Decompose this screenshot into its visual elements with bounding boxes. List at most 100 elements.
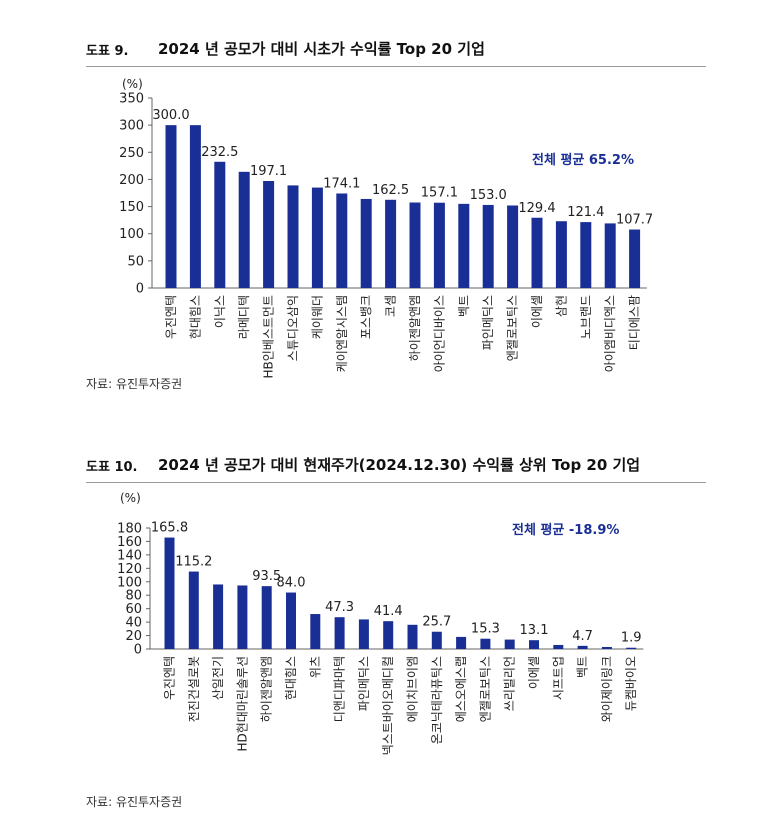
data-label: 41.4 xyxy=(374,604,403,619)
x-tick-label: 삼현 xyxy=(554,295,568,317)
data-label: 84.0 xyxy=(277,576,306,591)
y-tick-label: 120 xyxy=(117,562,142,577)
data-label: 121.4 xyxy=(567,205,604,220)
bar xyxy=(580,222,592,288)
figure-number: 도표 10. xyxy=(86,460,138,475)
bar xyxy=(214,161,226,288)
bar xyxy=(261,586,272,649)
x-tick-label: 디앤디파마텍 xyxy=(333,656,347,722)
bar xyxy=(310,614,321,649)
x-tick-label: 쓰리빌리언 xyxy=(503,656,517,711)
figure-number: 도표 9. xyxy=(86,44,129,59)
y-tick-label: 300 xyxy=(119,119,144,134)
x-tick-label: 전진건설로봇 xyxy=(187,656,201,722)
bar xyxy=(433,202,445,288)
x-tick-label: 산일전기 xyxy=(211,656,225,700)
figure-9: 도표 9. 2024 년 공모가 대비 시초가 수익률 Top 20 기업 (%… xyxy=(0,36,773,396)
bar xyxy=(383,621,394,649)
x-tick-label: 이에셀 xyxy=(530,295,544,328)
bar xyxy=(531,217,543,288)
bar xyxy=(334,617,345,649)
bar xyxy=(385,199,397,288)
bar xyxy=(165,125,177,288)
y-axis-unit: (%) xyxy=(122,77,143,91)
bar xyxy=(287,185,299,288)
data-label: 153.0 xyxy=(470,188,507,203)
bar xyxy=(629,229,641,288)
x-tick-label: 파인메딕스 xyxy=(357,656,371,711)
bar xyxy=(507,205,519,288)
bar xyxy=(626,647,637,649)
bar xyxy=(529,640,539,649)
x-tick-label: 하이젠알앤엠 xyxy=(408,295,422,361)
y-tick-label: 0 xyxy=(136,282,144,297)
data-label: 25.7 xyxy=(422,615,451,630)
bar xyxy=(286,592,296,649)
y-tick-label: 100 xyxy=(119,227,144,242)
y-tick-label: 40 xyxy=(125,616,142,631)
x-tick-label: 에스오에스랩 xyxy=(454,656,468,722)
y-tick-label: 140 xyxy=(117,548,142,563)
bar xyxy=(213,584,224,649)
bar xyxy=(189,125,201,288)
bar xyxy=(409,202,421,288)
data-label: 129.4 xyxy=(518,201,555,216)
x-tick-label: 케이웨더 xyxy=(310,295,324,339)
bar xyxy=(604,223,616,288)
x-tick-label: 듀켐바이오 xyxy=(624,656,638,711)
data-label: 300.0 xyxy=(152,108,189,123)
x-tick-label: 현대힘스 xyxy=(284,656,298,700)
x-tick-label: 케이엔알시스템 xyxy=(335,295,349,372)
x-tick-label: 현대힘스 xyxy=(188,295,202,339)
x-tick-label: 포스뱅크 xyxy=(359,295,373,339)
bar xyxy=(480,638,491,649)
x-tick-label: 코셈 xyxy=(384,295,398,317)
bar xyxy=(504,639,515,649)
bar xyxy=(553,644,564,649)
data-label: 4.7 xyxy=(572,629,593,644)
data-label: 115.2 xyxy=(175,555,212,570)
bar xyxy=(263,181,275,288)
bar xyxy=(458,203,470,288)
data-label: 232.5 xyxy=(201,145,238,160)
y-tick-label: 160 xyxy=(117,535,142,550)
y-tick-label: 200 xyxy=(119,173,144,188)
chart-ipo-open-return: (%) 0 50 100 150 200 250 300 350 300.0 우진엔텍 현대힘스 232… xyxy=(119,77,653,379)
x-tick-label: 스튜디오삼익 xyxy=(286,295,300,361)
y-tick-label: 20 xyxy=(125,629,142,644)
x-tick-label: 엔젤로보틱스 xyxy=(478,656,492,722)
bar xyxy=(407,624,418,649)
x-tick-label: 와이제이링크 xyxy=(600,656,614,722)
x-tick-label: 라메디텍 xyxy=(237,295,251,339)
x-tick-label: 에이치브이엠 xyxy=(406,656,420,722)
y-tick-label: 50 xyxy=(127,254,144,269)
data-label: 15.3 xyxy=(471,622,500,637)
data-label: 93.5 xyxy=(252,569,281,584)
y-tick-label: 0 xyxy=(134,643,142,658)
bar xyxy=(336,193,348,288)
data-label: 162.5 xyxy=(372,183,409,198)
x-tick-label: 벡트 xyxy=(457,295,471,317)
figure-title: 2024 년 공모가 대비 시초가 수익률 Top 20 기업 xyxy=(158,40,485,58)
x-tick-label: 이에셀 xyxy=(527,656,541,689)
figure-title: 2024 년 공모가 대비 현재주가(2024.12.30) 수익률 상위 To… xyxy=(158,456,641,474)
data-label: 197.1 xyxy=(250,164,287,179)
x-tick-label: HB인베스트먼트 xyxy=(262,295,276,379)
y-tick-label: 180 xyxy=(117,522,142,537)
data-label: 13.1 xyxy=(520,623,549,638)
x-tick-label: 벡트 xyxy=(576,656,590,678)
data-label: 157.1 xyxy=(421,186,458,201)
data-label: 47.3 xyxy=(325,600,354,615)
x-tick-label: 우진엔텍 xyxy=(164,295,178,339)
x-tick-label: 노브랜드 xyxy=(579,295,593,339)
data-label: 174.1 xyxy=(323,176,360,191)
x-tick-label: 우진엔텍 xyxy=(163,656,177,700)
x-tick-label: 티디에스팜 xyxy=(628,295,642,350)
x-tick-label: 온코닉테라퓨틱스 xyxy=(430,656,444,744)
data-label: 107.7 xyxy=(616,213,653,228)
average-annotation: 전체 평균 -18.9% xyxy=(512,522,619,538)
figure-10: 도표 10. 2024 년 공모가 대비 현재주가(2024.12.30) 수익… xyxy=(0,452,773,822)
bar xyxy=(360,198,372,288)
bar xyxy=(601,646,612,649)
